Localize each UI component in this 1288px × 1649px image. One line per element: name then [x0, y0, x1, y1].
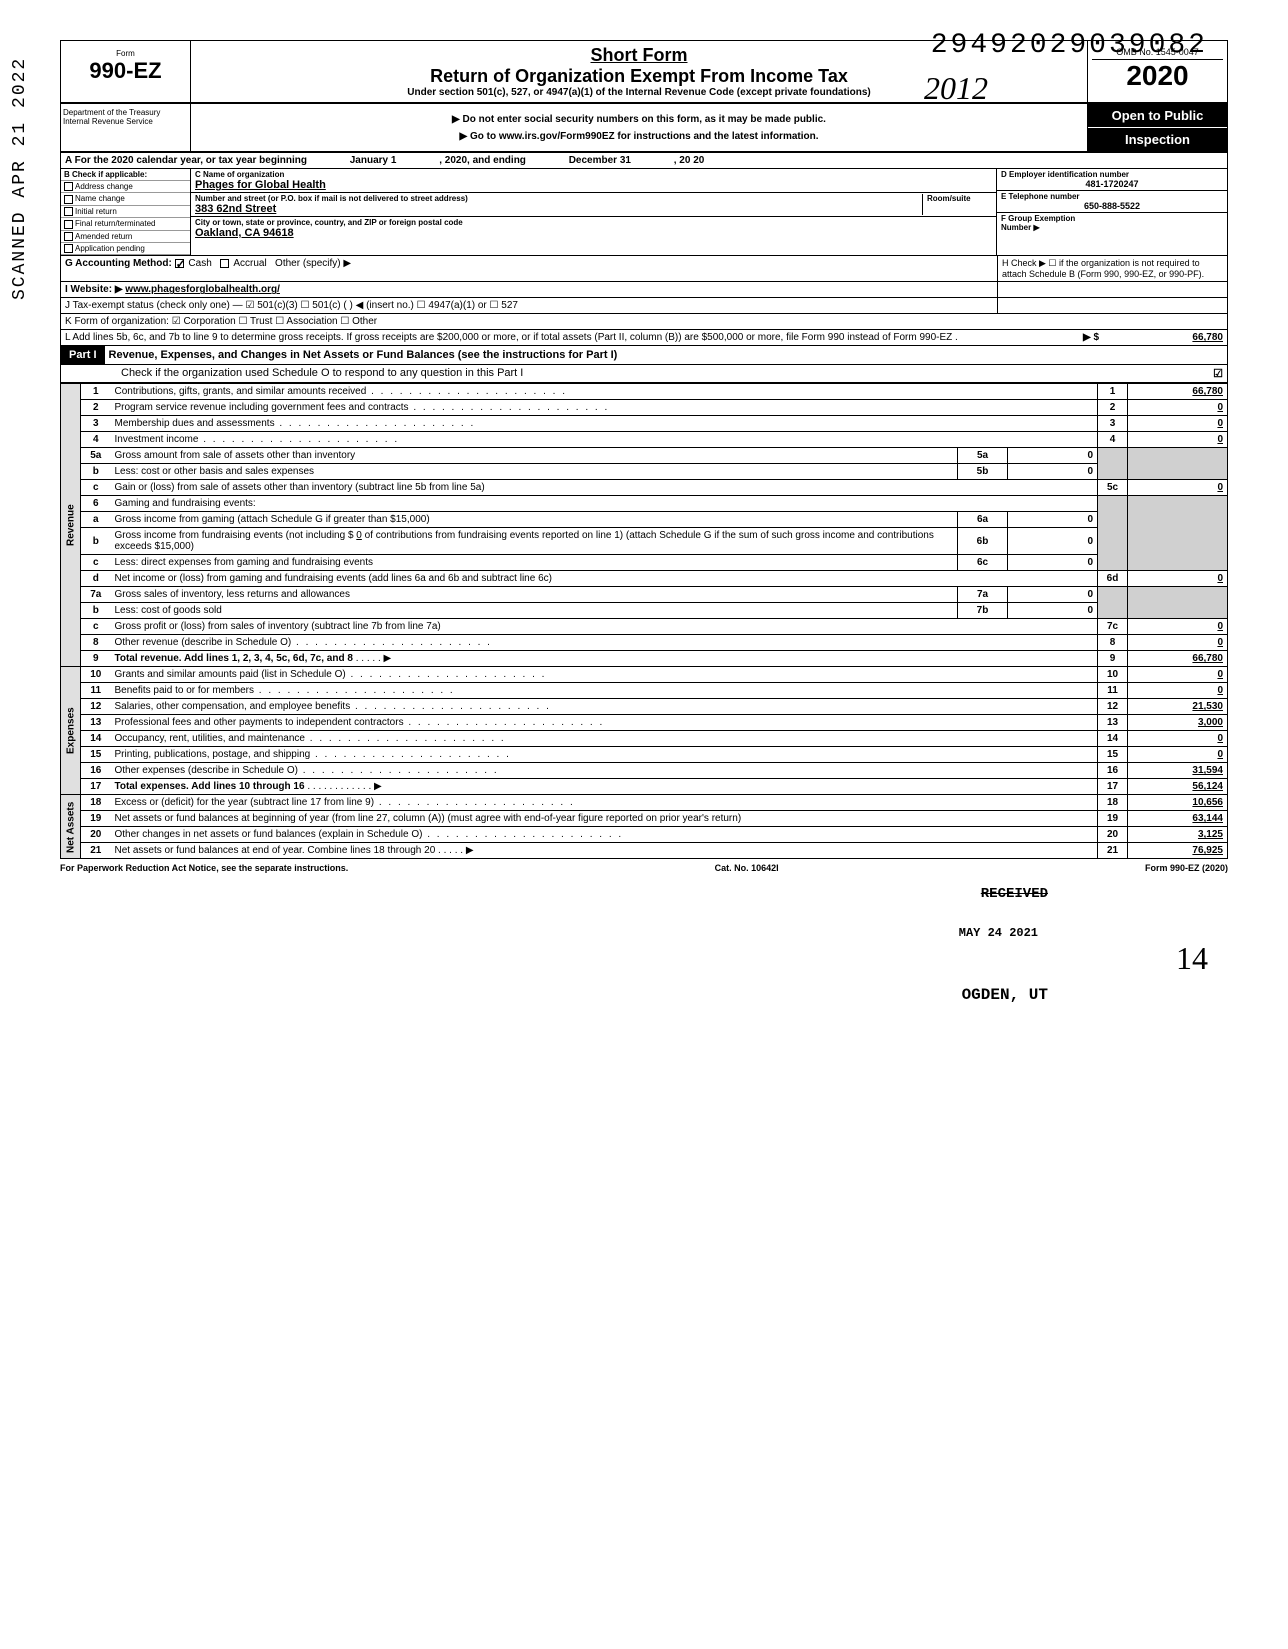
row-i: I Website: ▶ www.phagesforglobalhealth.o…	[60, 282, 1228, 298]
website-value: www.phagesforglobalhealth.org/	[125, 284, 280, 295]
form-of-org: K Form of organization: ☑ Corporation ☐ …	[61, 314, 1227, 329]
form-prefix: Form	[65, 49, 186, 58]
row-g-h: G Accounting Method: Cash Accrual Other …	[60, 256, 1228, 282]
ein-label: D Employer identification number	[1001, 170, 1223, 179]
addr-label: Number and street (or P.O. box if mail i…	[195, 194, 922, 203]
schedule-o-checked: ☑	[1213, 367, 1223, 380]
document-locator-number: 29492029039082	[931, 30, 1208, 61]
row-l-text: L Add lines 5b, 6c, and 7b to line 9 to …	[65, 332, 1083, 343]
group-label2: Number ▶	[1001, 223, 1223, 232]
row-l: L Add lines 5b, 6c, and 7b to line 9 to …	[60, 330, 1228, 346]
part-1-label: Part I	[61, 346, 105, 364]
org-name-row: C Name of organization Phages for Global…	[191, 169, 996, 193]
schedule-o-check-text: Check if the organization used Schedule …	[121, 367, 523, 379]
net-assets-label: Net Assets	[61, 795, 81, 859]
row-h: H Check ▶ ☐ if the organization is not r…	[997, 256, 1227, 281]
page-mark: 14	[1176, 940, 1208, 977]
form-page: 29492029039082 2012 SCANNED APR 21 2022 …	[20, 20, 1268, 897]
begin-date: January 1	[350, 155, 397, 166]
gross-receipts: 66,780	[1123, 332, 1223, 343]
part-1-header: Part I Revenue, Expenses, and Changes in…	[60, 346, 1228, 365]
city-row: City or town, state or province, country…	[191, 217, 996, 240]
stamp-location: OGDEN, UT	[942, 980, 1068, 1010]
cash-checkbox	[175, 259, 184, 268]
row-a-mid: , 2020, and ending	[439, 155, 526, 166]
footer-mid: Cat. No. 10642I	[715, 863, 779, 873]
part-1-title: Revenue, Expenses, and Changes in Net As…	[105, 347, 1227, 363]
ssn-warning: ▶ Do not enter social security numbers o…	[201, 114, 1077, 125]
expenses-label: Expenses	[61, 667, 81, 795]
accrual-checkbox	[220, 259, 229, 268]
row-a-tax-year: A For the 2020 calendar year, or tax yea…	[60, 153, 1228, 169]
dept-irs: Internal Revenue Service	[63, 117, 188, 126]
check-amended: Amended return	[61, 231, 190, 243]
row-g: G Accounting Method: Cash Accrual Other …	[61, 256, 997, 281]
ein-value: 481-1720247	[1001, 179, 1223, 189]
footer-right: Form 990-EZ (2020)	[1145, 863, 1228, 873]
phone-value: 650-888-5522	[1001, 201, 1223, 211]
group-exempt-row: F Group Exemption Number ▶	[997, 213, 1227, 233]
check-name: Name change	[61, 193, 190, 205]
form-number-box: Form 990-EZ	[61, 41, 191, 102]
part-1-check: Check if the organization used Schedule …	[60, 365, 1228, 383]
tax-year: 2020	[1092, 60, 1223, 92]
open-public-2: Inspection	[1088, 127, 1227, 151]
form-number: 990-EZ	[65, 58, 186, 84]
goto-link: ▶ Go to www.irs.gov/Form990EZ for instru…	[201, 131, 1077, 142]
end-date: December 31	[569, 155, 631, 166]
row-a-suffix: , 20	[674, 155, 691, 166]
footer-left: For Paperwork Reduction Act Notice, see …	[60, 863, 348, 873]
street-address: 383 62nd Street	[195, 203, 922, 215]
accounting-label: G Accounting Method:	[65, 258, 172, 269]
part-1-table: Revenue 1 Contributions, gifts, grants, …	[60, 383, 1228, 859]
room-label: Room/suite	[927, 194, 992, 203]
org-name: Phages for Global Health	[195, 179, 992, 191]
dept-treasury: Department of the Treasury	[63, 108, 188, 117]
open-public-box: Open to Public Inspection	[1087, 104, 1227, 151]
row-j: J Tax-exempt status (check only one) — ☑…	[60, 298, 1228, 314]
stamp-date: MAY 24 2021	[939, 920, 1058, 946]
section-c: C Name of organization Phages for Global…	[191, 169, 997, 255]
check-initial: Initial return	[61, 206, 190, 218]
check-address: Address change	[61, 181, 190, 193]
check-pending: Application pending	[61, 243, 190, 255]
received-stamp: RECEIVED	[961, 880, 1068, 908]
revenue-label: Revenue	[61, 384, 81, 667]
ein-row: D Employer identification number 481-172…	[997, 169, 1227, 191]
phone-row: E Telephone number 650-888-5522	[997, 191, 1227, 213]
scanned-stamp: SCANNED APR 21 2022	[10, 57, 30, 300]
row-a-yy: 20	[693, 155, 704, 166]
org-name-label: C Name of organization	[195, 170, 992, 179]
phone-label: E Telephone number	[1001, 192, 1223, 201]
city-label: City or town, state or province, country…	[195, 218, 992, 227]
section-def: D Employer identification number 481-172…	[997, 169, 1227, 255]
info-grid: B Check if applicable: Address change Na…	[60, 169, 1228, 256]
group-label: F Group Exemption	[1001, 214, 1223, 223]
row-a-prefix: A For the 2020 calendar year, or tax yea…	[65, 155, 307, 166]
footer: For Paperwork Reduction Act Notice, see …	[60, 859, 1228, 877]
city-state-zip: Oakland, CA 94618	[195, 227, 992, 239]
website-label: I Website: ▶	[65, 284, 123, 295]
tax-exempt-status: J Tax-exempt status (check only one) — ☑…	[61, 298, 997, 313]
check-final: Final return/terminated	[61, 218, 190, 230]
row-h-text: H Check ▶ ☐ if the organization is not r…	[1002, 258, 1204, 279]
handwritten-year: 2012	[924, 70, 988, 107]
row-l-arrow: ▶ $	[1083, 332, 1123, 343]
dept-box: Department of the Treasury Internal Reve…	[61, 104, 191, 151]
section-b: B Check if applicable: Address change Na…	[61, 169, 191, 255]
instructions-box: ▶ Do not enter social security numbers o…	[191, 104, 1087, 151]
section-b-title: B Check if applicable:	[61, 169, 190, 181]
row-k: K Form of organization: ☑ Corporation ☐ …	[60, 314, 1228, 330]
addr-row: Number and street (or P.O. box if mail i…	[191, 193, 996, 217]
header-row-2: Department of the Treasury Internal Reve…	[60, 104, 1228, 153]
received-text: RECEIVED	[981, 886, 1048, 902]
open-public-1: Open to Public	[1088, 104, 1227, 127]
